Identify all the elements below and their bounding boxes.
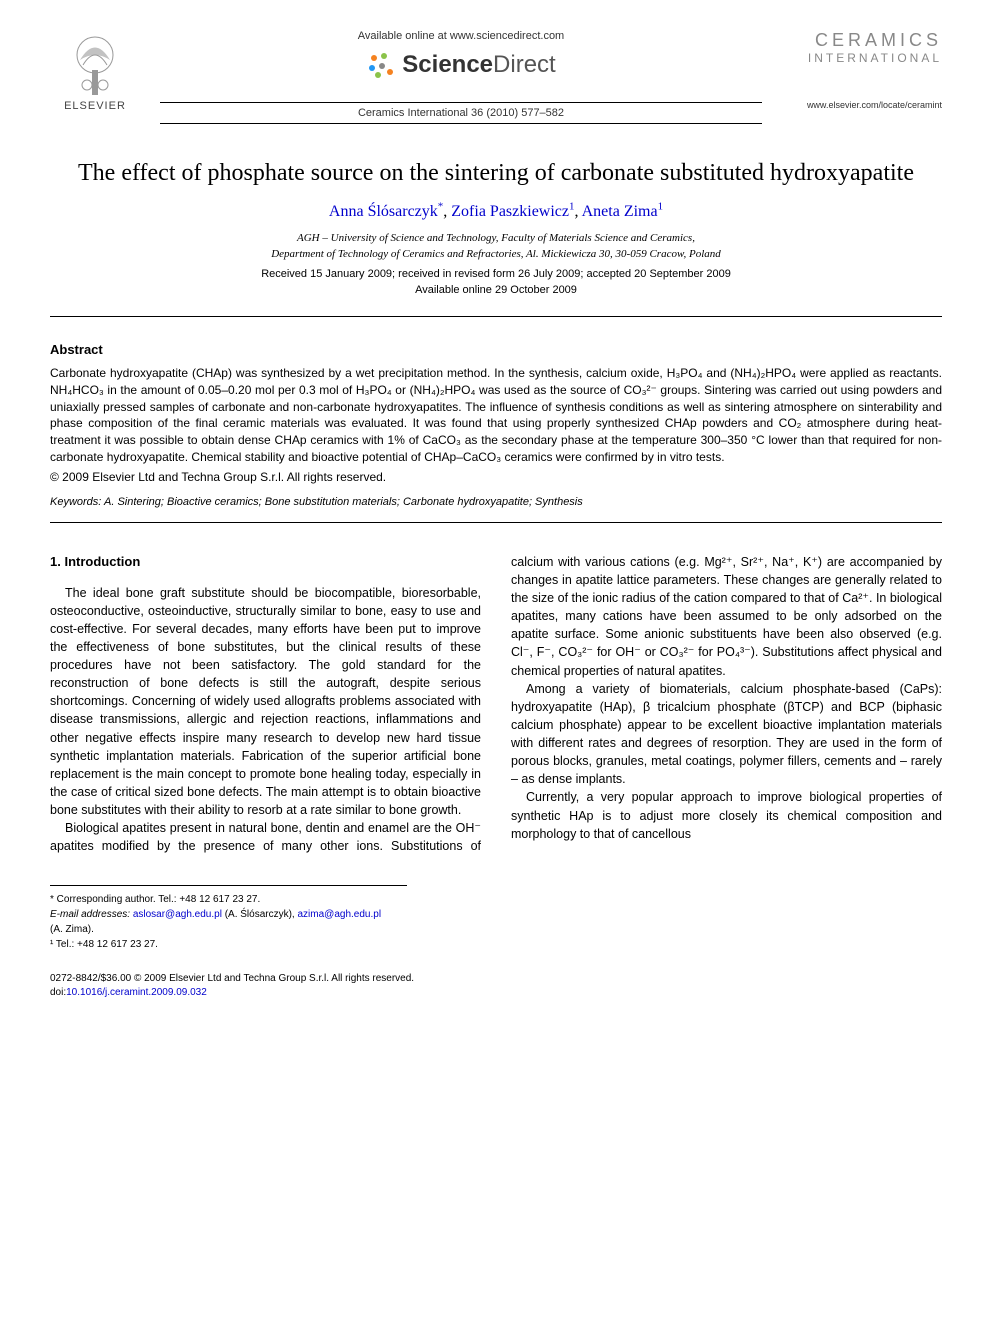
abstract-text: Carbonate hydroxyapatite (CHAp) was synt… bbox=[50, 365, 942, 466]
affiliation: AGH – University of Science and Technolo… bbox=[50, 231, 942, 262]
elsevier-logo: ELSEVIER bbox=[50, 30, 140, 112]
authors-list: Anna Ślósarczyk*, Zofia Paszkiewicz1, An… bbox=[50, 203, 942, 221]
author-marker[interactable]: 1 bbox=[569, 201, 575, 213]
available-date: Available online 29 October 2009 bbox=[50, 284, 942, 296]
author-link[interactable]: Aneta Zima bbox=[582, 203, 658, 220]
section-heading: 1. Introduction bbox=[50, 553, 481, 572]
keywords: Keywords: A. Sintering; Bioactive cerami… bbox=[50, 496, 942, 508]
received-dates: Received 15 January 2009; received in re… bbox=[50, 268, 942, 280]
author-link[interactable]: Zofia Paszkiewicz bbox=[451, 203, 569, 220]
sciencedirect-logo: ScienceDirect bbox=[366, 50, 555, 80]
author-marker[interactable]: * bbox=[438, 201, 444, 213]
center-header: Available online at www.sciencedirect.co… bbox=[140, 30, 782, 128]
article-body: 1. Introduction The ideal bone graft sub… bbox=[50, 553, 942, 856]
page-header: ELSEVIER Available online at www.science… bbox=[50, 30, 942, 128]
email-name: (A. Zima). bbox=[50, 922, 407, 937]
sciencedirect-dots-icon bbox=[366, 50, 396, 80]
email-addresses: E-mail addresses: aslosar@agh.edu.pl (A.… bbox=[50, 907, 407, 922]
email-link[interactable]: aslosar@agh.edu.pl bbox=[133, 909, 222, 920]
elsevier-label: ELSEVIER bbox=[64, 100, 126, 112]
journal-logo: CERAMICS INTERNATIONAL www.elsevier.com/… bbox=[782, 30, 942, 110]
abstract-heading: Abstract bbox=[50, 342, 942, 357]
footer-copyright: 0272-8842/$36.00 © 2009 Elsevier Ltd and… bbox=[50, 972, 942, 986]
journal-logo-subtitle: INTERNATIONAL bbox=[782, 51, 942, 65]
body-paragraph: Among a variety of biomaterials, calcium… bbox=[511, 680, 942, 789]
author-marker[interactable]: 1 bbox=[658, 201, 664, 213]
journal-url: www.elsevier.com/locate/ceramint bbox=[782, 100, 942, 110]
doi-link[interactable]: 10.1016/j.ceramint.2009.09.032 bbox=[66, 987, 207, 998]
footnotes: * Corresponding author. Tel.: +48 12 617… bbox=[50, 885, 407, 952]
footer-doi: doi:10.1016/j.ceramint.2009.09.032 bbox=[50, 986, 942, 1000]
body-paragraph: Currently, a very popular approach to im… bbox=[511, 788, 942, 842]
footnote-tel: ¹ Tel.: +48 12 617 23 27. bbox=[50, 937, 407, 952]
corresponding-author: * Corresponding author. Tel.: +48 12 617… bbox=[50, 892, 407, 907]
elsevier-tree-icon bbox=[65, 30, 125, 100]
sciencedirect-text: ScienceDirect bbox=[402, 51, 555, 79]
keywords-label: Keywords: bbox=[50, 496, 101, 508]
author-link[interactable]: Anna Ślósarczyk bbox=[329, 203, 438, 220]
journal-logo-title: CERAMICS bbox=[782, 30, 942, 51]
journal-reference: Ceramics International 36 (2010) 577–582 bbox=[160, 107, 762, 119]
abstract-section: Abstract Carbonate hydroxyapatite (CHAp)… bbox=[50, 342, 942, 484]
keywords-text: A. Sintering; Bioactive ceramics; Bone s… bbox=[104, 496, 583, 508]
body-paragraph: The ideal bone graft substitute should b… bbox=[50, 584, 481, 820]
page-footer: 0272-8842/$36.00 © 2009 Elsevier Ltd and… bbox=[50, 972, 942, 1000]
article-title: The effect of phosphate source on the si… bbox=[50, 158, 942, 189]
abstract-copyright: © 2009 Elsevier Ltd and Techna Group S.r… bbox=[50, 470, 942, 484]
email-link[interactable]: azima@agh.edu.pl bbox=[298, 909, 382, 920]
available-online-text: Available online at www.sciencedirect.co… bbox=[160, 30, 762, 42]
